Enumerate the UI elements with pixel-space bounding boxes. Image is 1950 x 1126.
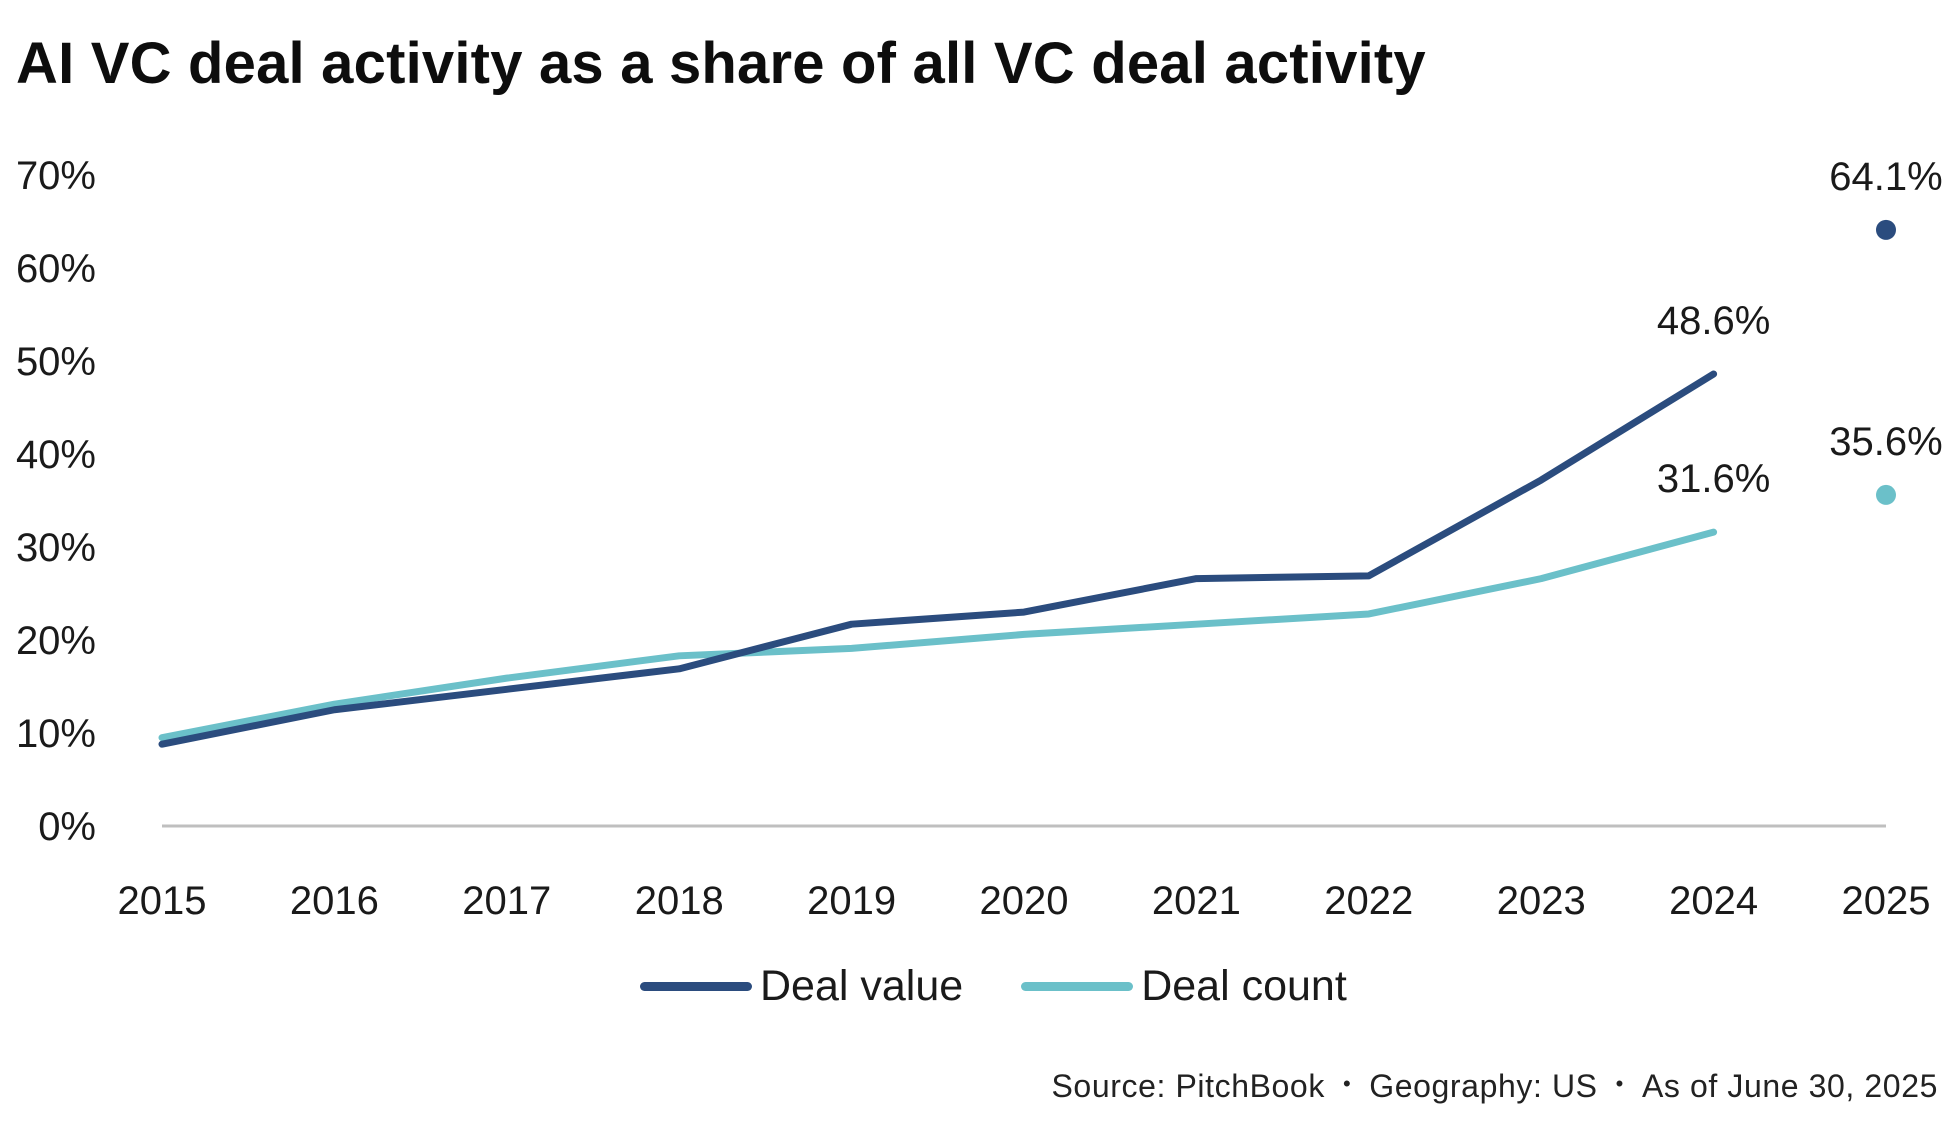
legend-swatch-deal-count — [1021, 982, 1134, 991]
x-tick-label: 2019 — [807, 879, 896, 923]
series-line-deal-count — [158, 528, 1718, 742]
data-label: 31.6% — [1657, 457, 1770, 501]
separator-dot: • — [1342, 1071, 1352, 1096]
x-tick-label: 2017 — [462, 879, 551, 923]
x-tick-label: 2024 — [1669, 879, 1758, 923]
data-label: 64.1% — [1829, 155, 1942, 199]
series-points — [1876, 219, 1896, 505]
legend-label-deal-count: Deal count — [1141, 962, 1347, 1010]
data-label: 35.6% — [1829, 420, 1942, 464]
source-text: Source: PitchBook — [1051, 1068, 1325, 1104]
y-tick-label: 10% — [16, 712, 96, 756]
series-line-deal-value — [158, 370, 1718, 748]
source-footer: Source: PitchBook • Geography: US • As o… — [1051, 1068, 1938, 1105]
separator-dot: • — [1615, 1071, 1624, 1096]
legend-item-deal-value[interactable]: Deal value — [640, 962, 963, 1011]
data-label: 48.6% — [1657, 299, 1770, 343]
y-tick-label: 30% — [16, 526, 96, 570]
x-tick-label: 2020 — [980, 879, 1069, 923]
series-lines — [158, 370, 1718, 748]
x-tick-label: 2018 — [635, 879, 724, 923]
x-tick-label: 2023 — [1497, 879, 1586, 923]
y-axis-ticks: 0% 10% 20% 30% 40% 50% 60% 70% — [16, 154, 96, 849]
geography-text: Geography: US — [1369, 1068, 1598, 1104]
y-tick-label: 40% — [16, 433, 96, 477]
y-tick-label: 60% — [16, 247, 96, 291]
x-tick-label: 2022 — [1324, 879, 1413, 923]
y-tick-label: 20% — [16, 619, 96, 663]
y-tick-label: 0% — [38, 805, 96, 849]
x-tick-label: 2025 — [1842, 879, 1931, 923]
legend-item-deal-count[interactable]: Deal count — [1021, 962, 1347, 1011]
point-deal-count-2025 — [1876, 484, 1896, 505]
legend: Deal value Deal count — [640, 962, 1347, 1011]
x-tick-label: 2015 — [118, 879, 207, 923]
y-tick-label: 70% — [16, 154, 96, 198]
data-labels: 48.6% 31.6% 64.1% 35.6% — [1657, 155, 1943, 501]
legend-label-deal-value: Deal value — [760, 962, 964, 1010]
legend-swatch-deal-value — [640, 982, 752, 991]
x-tick-label: 2021 — [1152, 879, 1241, 923]
x-tick-label: 2016 — [290, 879, 379, 923]
as-of-text: As of June 30, 2025 — [1641, 1068, 1938, 1104]
x-axis-ticks: 2015 2016 2017 2018 2019 2020 2021 2022 2023 2024… — [118, 879, 1931, 923]
point-deal-value-2025 — [1876, 219, 1896, 240]
y-tick-label: 50% — [16, 340, 96, 384]
chart-title: AI VC deal activity as a share of all VC… — [16, 31, 1426, 96]
